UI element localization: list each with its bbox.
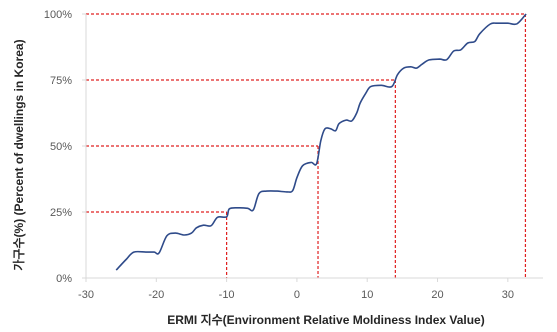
y-tick-label: 100% (44, 9, 72, 21)
data-series (115, 13, 527, 271)
x-tick-label: -20 (148, 289, 164, 301)
x-tick-label: 10 (361, 289, 373, 301)
reference-lines (86, 13, 527, 278)
x-axis-label: ERMI 지수(Environment Relative Moldiness I… (167, 312, 484, 327)
x-tick-label: 20 (431, 289, 443, 301)
x-tick-label: 0 (294, 289, 300, 301)
y-tick-label: 75% (50, 75, 72, 87)
axes (82, 13, 543, 282)
y-axis-label: 가구수(%) (Percent of dwellings in Korea) (11, 39, 26, 270)
y-tick-label: 25% (50, 207, 72, 219)
x-tick-label: -10 (219, 289, 235, 301)
y-tick-label: 50% (50, 141, 72, 153)
x-tick-label: -30 (78, 289, 94, 301)
cumulative-line (115, 13, 527, 271)
x-tick-label: 30 (502, 289, 514, 301)
y-tick-label: 0% (56, 273, 72, 285)
tick-labels: 0% 25% 50% 75% 100% -30 -20 -10 0 10 20 30 (44, 9, 514, 301)
